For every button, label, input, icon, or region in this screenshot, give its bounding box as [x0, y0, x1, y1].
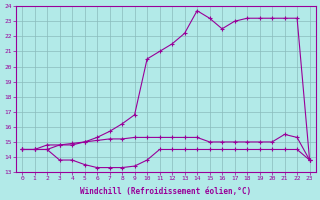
X-axis label: Windchill (Refroidissement éolien,°C): Windchill (Refroidissement éolien,°C)	[80, 187, 252, 196]
